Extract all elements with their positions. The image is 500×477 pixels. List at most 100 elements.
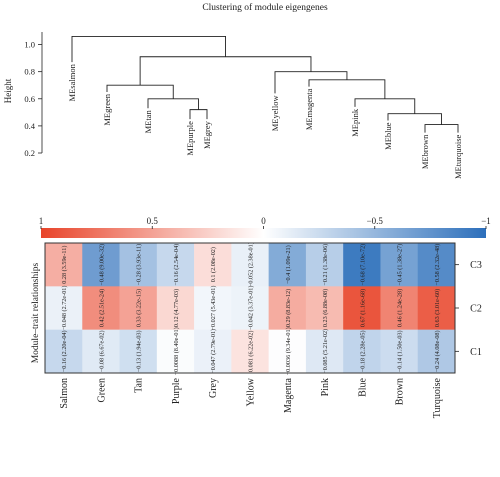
heatmap-cell-label: −0.085 (5.21e-02) [322,329,329,374]
dendrogram-y-tick-label: 1.0 [24,40,35,50]
dendrogram-y-label: Height [3,78,13,103]
heatmap-cell-label: 0.42 (2.51e-24) [98,289,105,327]
heatmap-column-label: Grey [208,378,219,398]
dendrogram-y-tick-label: 0.8 [24,67,35,77]
dendrogram-link [424,124,459,133]
heatmap-cell-label: −0.68 (7.10e-72) [359,244,366,286]
heatmap-cell [380,243,419,287]
colorbar: 1 0.5 0 −0.5 −1 [39,216,491,238]
dendrogram-leaf-label: MEsalmon [67,63,77,101]
dendrogram-y-tick-label: 0.4 [24,121,35,131]
heatmap-cell [45,286,83,330]
heatmap-cell [268,329,307,374]
heatmap-column-label: Yellow [246,377,257,406]
colorbar-tick-label: −1 [481,216,491,226]
heatmap-column-label: Purple [171,377,182,404]
dendrogram-y-ticks: 0.2 0.4 0.6 0.8 1.0 [24,40,42,158]
dendrogram-link [189,109,208,120]
heatmap-cell [194,243,232,287]
dendrogram-leaf-label: MEpink [350,108,360,137]
heatmap-cell-label: −0.21 (1.38e-06) [322,244,329,286]
heatmap-cell [231,329,269,374]
dendrogram-link [354,98,416,114]
heatmap-cell [417,286,456,330]
heatmap: Module–trait relationships 0.28 (3.59e-1… [31,242,482,418]
heatmap-cell [119,329,158,374]
dendrogram-leaf-label: MEturquoise [453,134,463,179]
heatmap-cell [268,286,307,330]
heatmap-column-label: Tan [134,378,145,393]
heatmap-cell [231,286,269,330]
heatmap-row-labels: C3 C2 C1 [455,260,482,358]
heatmap-cell [156,286,195,330]
heatmap-column-label: Brown [395,378,406,405]
heatmap-cell [380,329,419,374]
colorbar-ticks: 1 0.5 0 −0.5 −1 [39,216,491,229]
heatmap-cell-label: −0.042 (3.37e-01) [248,286,255,331]
heatmap-cell [343,329,381,374]
heatmap-cell [82,329,120,374]
dendrogram-leaf-label: MEmagenta [304,88,314,130]
heatmap-cell [194,329,232,374]
heatmap-cell-label: −0.16 (2.54e-04) [173,244,180,286]
heatmap-cell [119,243,158,287]
heatmap-cell [305,243,344,287]
dendrogram-y-tick-label: 0.2 [24,148,35,158]
heatmap-cell-label: −0.16 (2.20e-04) [61,330,68,372]
heatmap-cell [82,286,120,330]
heatmap-cell [194,286,232,330]
heatmap-cell [82,243,120,287]
heatmap-cell-label: 0.23 (6.88e-08) [322,289,329,327]
heatmap-row-label: C1 [470,347,482,358]
dendrogram-leaf-label: MEbrown [420,134,430,169]
colorbar-tick-label: 1 [39,216,44,226]
heatmap-cell-label: −0.08 (6.67e-02) [98,330,105,372]
dendrogram-leaf-label: MEgreen [102,93,112,125]
dendrogram-leaf-label: MEblue [383,122,393,150]
heatmap-cell-label: −0.048 (2.72e-01) [61,286,68,331]
heatmap-cell-label: −0.047 (2.79e-01) [210,329,217,374]
heatmap-cell-label: 0.29 (8.83e-12) [285,289,292,327]
dendrogram-y-tick-label: 0.6 [24,94,35,104]
dendrogram-leaf-label: MEgrey [202,120,212,149]
heatmap-cell [380,286,419,330]
heatmap-cell-label: −0.13 (1.94e-03) [136,330,143,372]
heatmap-column-label: Green [96,378,107,402]
heatmap-cell [156,243,195,287]
heatmap-cell-label: 0.46 (1.24e-28) [397,289,404,327]
heatmap-cell-label: −0.052 (2.38e-01) [248,242,255,287]
heatmap-cell-label: −0.027 (5.43e-01) [210,286,217,331]
heatmap-column-label: Pink [320,378,331,396]
colorbar-gradient [41,228,486,238]
heatmap-cell [417,329,456,374]
heatmap-cell-label: −0.58 (2.32e-48) [434,244,441,286]
dendrogram-leaf-label: MEtan [143,110,153,134]
heatmap-cell-label: −0.0036 (9.34e-01) [285,327,292,375]
heatmap-cell-label: 0.1 (2.08e-02) [210,247,217,282]
dendrogram-leaf-label: MEyellow [270,95,280,132]
heatmap-row-label: C3 [470,260,482,271]
colorbar-tick-label: −0.5 [367,216,384,226]
dendrogram-link [106,84,174,99]
heatmap-cell-label: −0.14 (1.50e-03) [397,330,404,372]
dendrogram-leaf-labels: MEsalmon MEgreen MEtan MEpurple MEgrey MEyell… [67,63,463,179]
heatmap-cells: 0.28 (3.59e-11) −0.48 (9.00e-32) −0.28 (3.… [45,242,456,375]
dendrogram-link [139,56,312,86]
heatmap-cell-label: −0.28 (3.93e-11) [136,244,143,286]
dendrogram-link [387,113,442,125]
dendrogram: Clustering of module eigengenes Height 0… [3,2,463,179]
heatmap-cell-label: −0.4 (1.09e-21) [285,245,292,284]
heatmap-cell [45,243,83,287]
heatmap-cell [343,243,381,287]
heatmap-column-label: Magenta [283,377,294,413]
heatmap-cell [417,243,456,287]
heatmap-cell-label: 0.28 (3.59e-11) [61,246,68,284]
dendrogram-leaf-label: MEpurple [185,121,195,156]
heatmap-cell-label: −0.24 (4.08e-08) [434,330,441,372]
heatmap-cell [156,329,195,374]
heatmap-cell [268,243,307,287]
heatmap-cell [45,329,83,374]
heatmap-y-label: Module–trait relationships [31,262,41,363]
heatmap-cell-label: 0.12 (4.77e-03) [173,289,180,327]
